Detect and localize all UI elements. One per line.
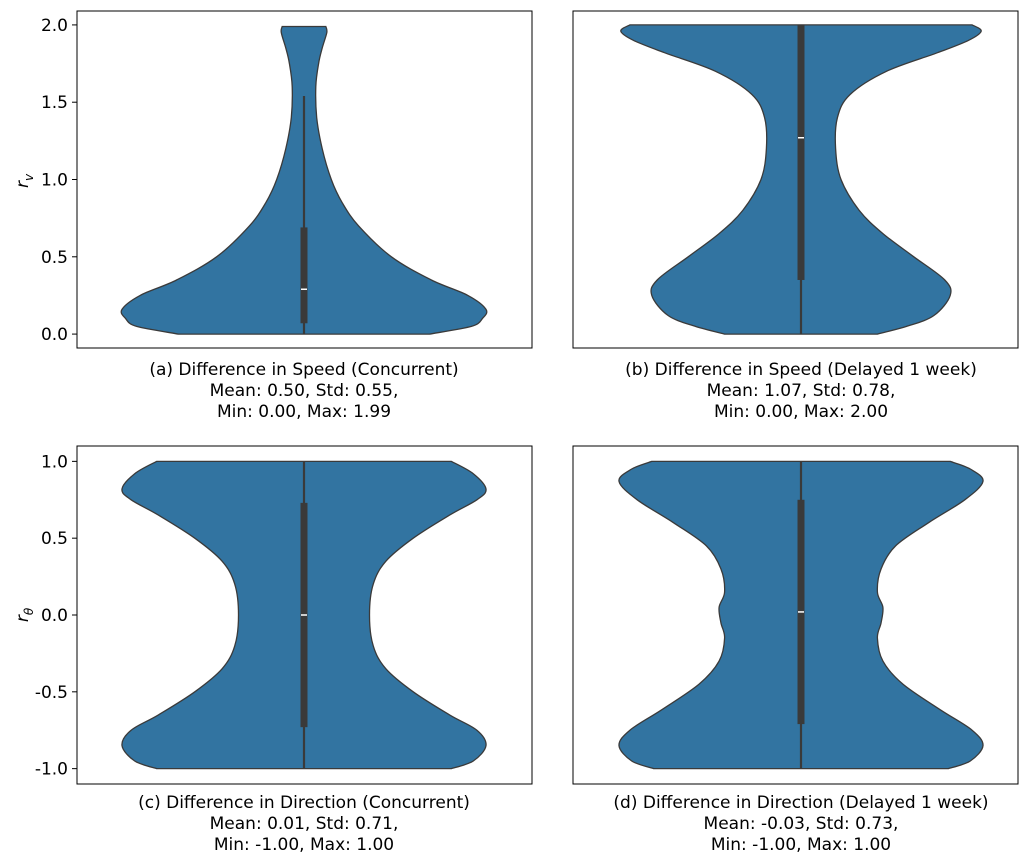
y-axis-label-main-c: r (13, 614, 33, 622)
y-tick-label-a: 0.0 (41, 325, 68, 345)
violin-d (618, 460, 984, 770)
panel-c: -1.0 -0.5 0.0 0.5 1.0 rθ (c) Difference in D… (13, 445, 533, 854)
y-tick-label-c: 0.0 (41, 606, 68, 626)
y-axis-label-main-a: r (13, 180, 33, 188)
caption-line-2-d: Mean: -0.03, Std: 0.73, (704, 814, 899, 834)
y-tick-label-c: -1.0 (35, 760, 68, 780)
iqr-box-a (300, 227, 308, 324)
y-tick-label-c: 0.5 (41, 529, 68, 549)
y-tick-label-a: 0.5 (41, 248, 68, 268)
panel-d: (d) Difference in Direction (Delayed 1 w… (572, 445, 1019, 854)
y-axis-label-sub-c: θ (22, 607, 36, 615)
y-ticks-c: -1.0 -0.5 0.0 0.5 1.0 (35, 452, 77, 780)
y-tick-label-a: 1.5 (41, 93, 68, 113)
caption-line-1-a: (a) Difference in Speed (Concurrent) (149, 360, 458, 380)
violin-a (120, 25, 488, 335)
axes-frame-b (572, 10, 1019, 349)
caption-line-3-b: Min: 0.00, Max: 2.00 (714, 402, 888, 422)
axes-frame-d (572, 445, 1019, 785)
y-axis-label-a: rv (13, 173, 36, 188)
violin-b (620, 24, 982, 335)
y-tick-label-a: 2.0 (41, 16, 68, 36)
panel-a: 0.0 0.5 1.0 1.5 2.0 rv (a) Difference in Spe… (13, 10, 533, 422)
y-tick-label-c: -0.5 (35, 683, 68, 703)
caption-line-2-c: Mean: 0.01, Std: 0.71, (210, 814, 399, 834)
caption-line-3-a: Min: 0.00, Max: 1.99 (217, 402, 391, 422)
caption-line-1-d: (d) Difference in Direction (Delayed 1 w… (613, 793, 988, 813)
caption-line-2-a: Mean: 0.50, Std: 0.55, (210, 381, 399, 401)
y-axis-label-c: rθ (13, 607, 36, 622)
y-axis-label-sub-a: v (22, 173, 36, 181)
iqr-box-b (797, 24, 805, 280)
violin-c (121, 460, 487, 770)
caption-line-1-b: (b) Difference in Speed (Delayed 1 week) (625, 360, 977, 380)
y-tick-label-c: 1.0 (41, 452, 68, 472)
caption-line-1-c: (c) Difference in Direction (Concurrent) (138, 793, 470, 813)
y-ticks-a: 0.0 0.5 1.0 1.5 2.0 (41, 16, 77, 345)
caption-line-2-b: Mean: 1.07, Std: 0.78, (707, 381, 896, 401)
caption-line-3-c: Min: -1.00, Max: 1.00 (214, 835, 394, 854)
caption-line-3-d: Min: -1.00, Max: 1.00 (711, 835, 891, 854)
y-tick-label-a: 1.0 (41, 171, 68, 191)
panel-b: (b) Difference in Speed (Delayed 1 week)… (572, 10, 1019, 422)
